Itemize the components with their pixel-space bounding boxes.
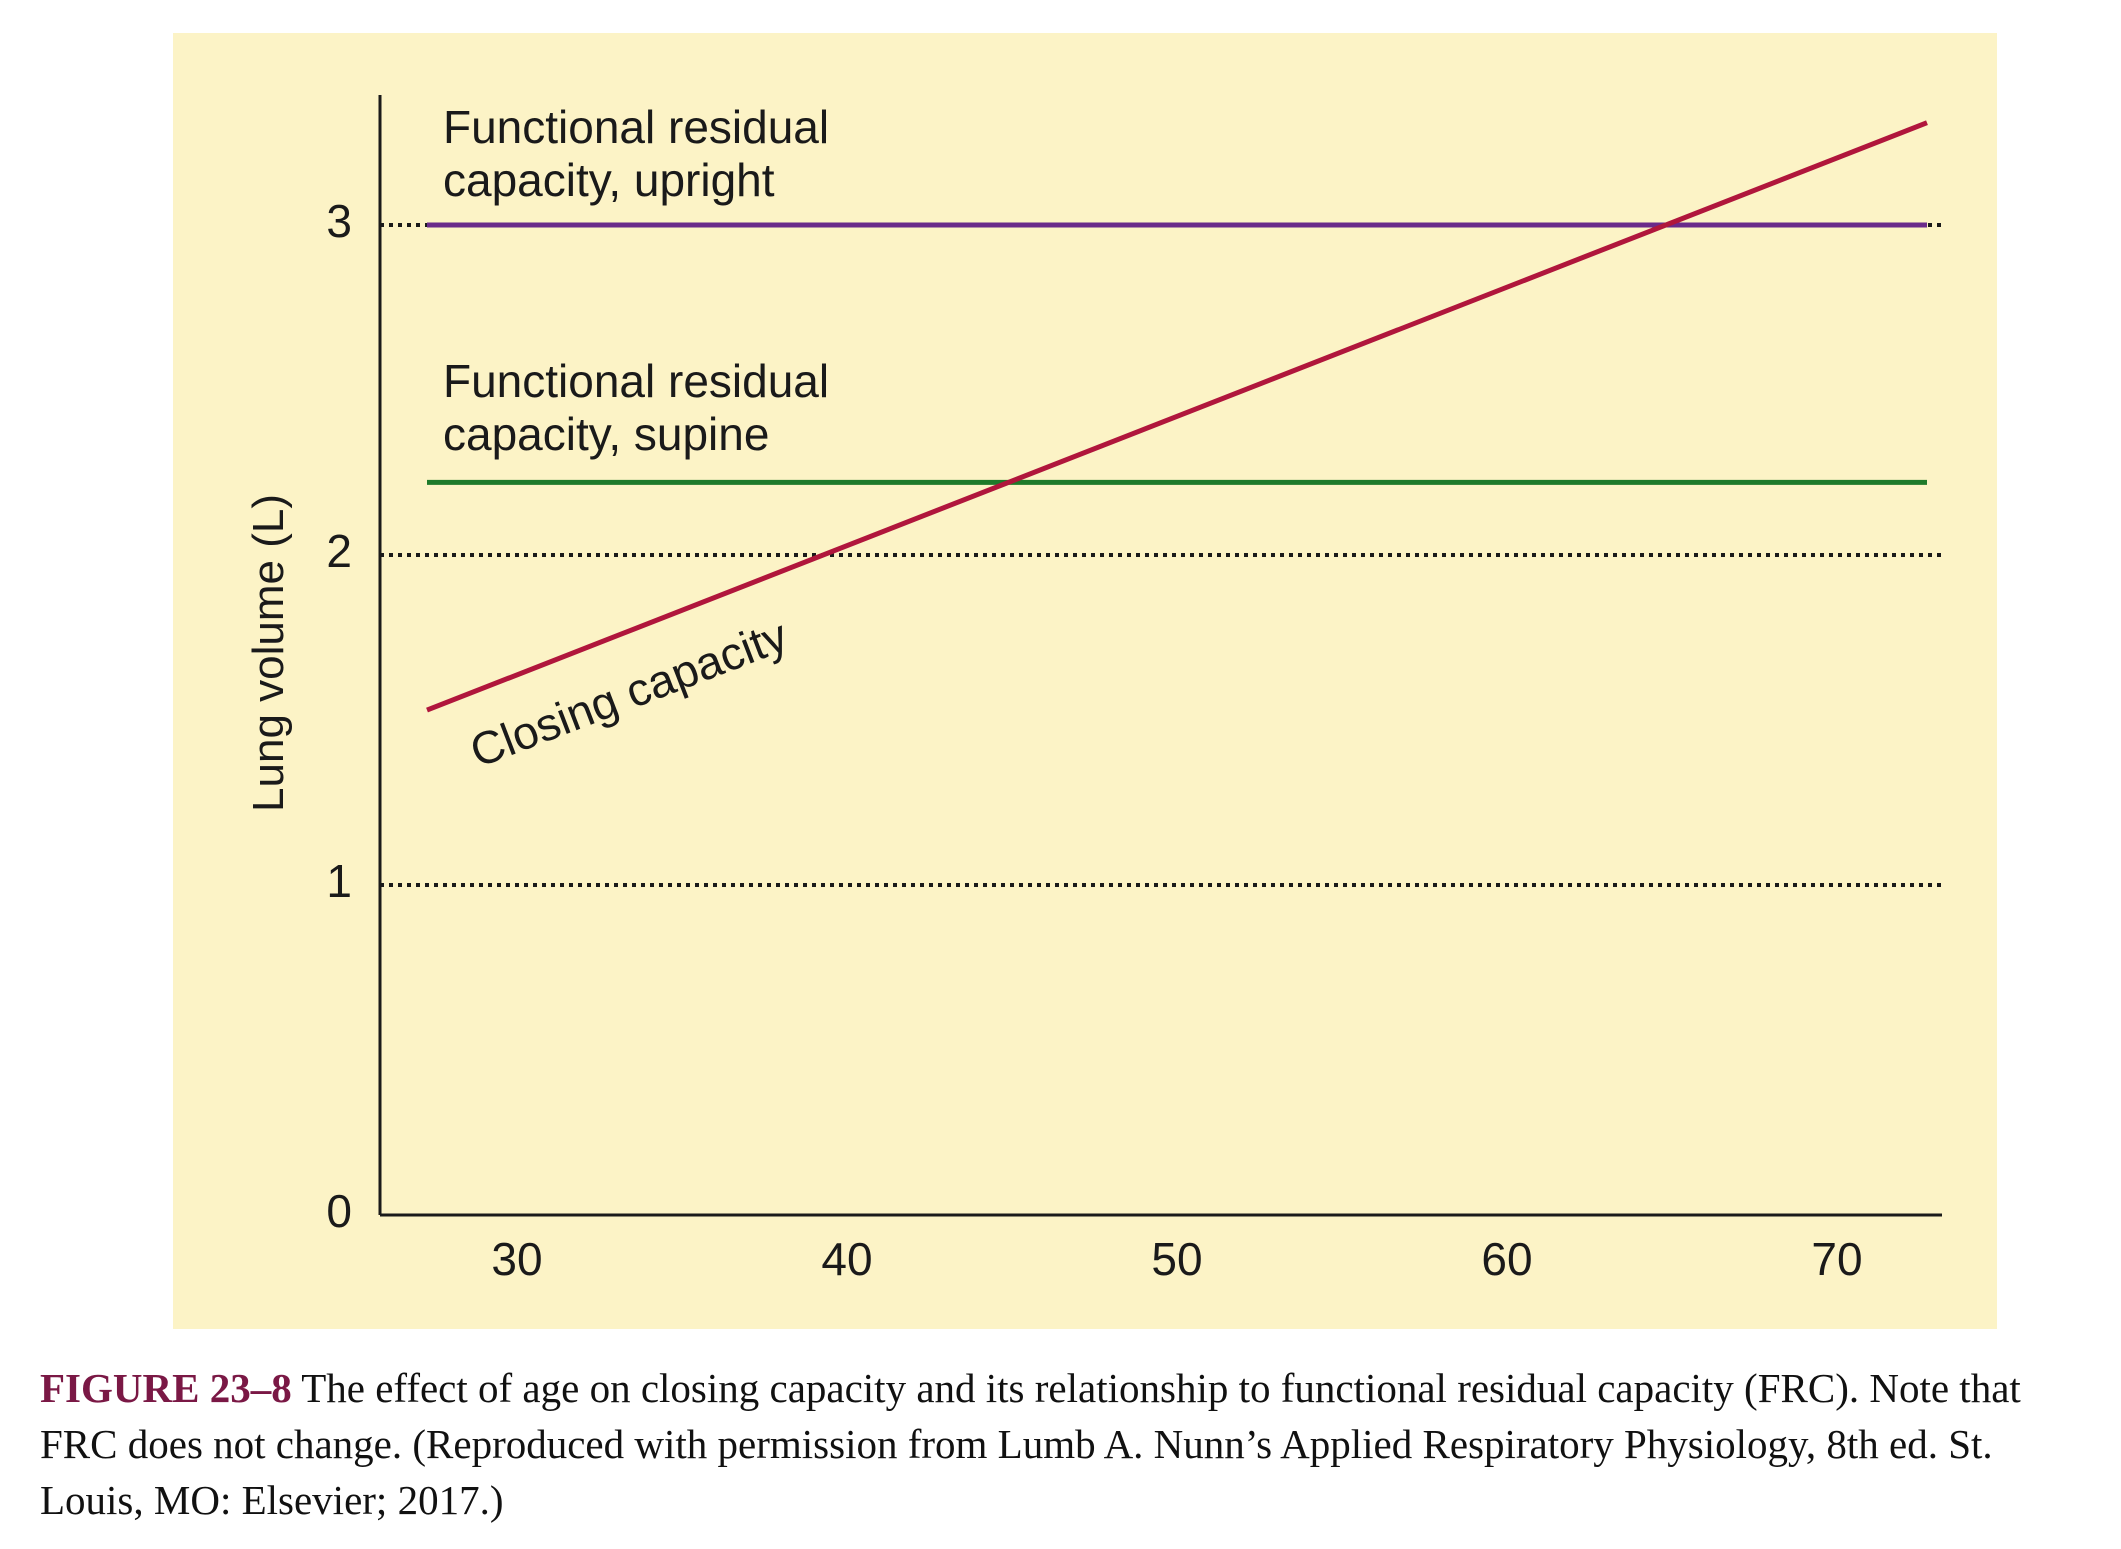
y-axis-title: Lung volume (L) bbox=[244, 494, 293, 812]
y-tick-label-1: 1 bbox=[326, 855, 352, 907]
annotations: Functional residual capacity, upright Fu… bbox=[443, 101, 842, 778]
axes bbox=[378, 95, 1942, 1217]
annotation-frc-upright-line-1: Functional residual bbox=[443, 101, 829, 153]
x-tick-label-40: 40 bbox=[821, 1233, 872, 1285]
x-tick-label-50: 50 bbox=[1151, 1233, 1202, 1285]
annotation-frc-upright-line-2: capacity, upright bbox=[443, 154, 775, 206]
annotation-frc-supine-line-2: capacity, supine bbox=[443, 408, 769, 460]
x-tick-label-70: 70 bbox=[1811, 1233, 1862, 1285]
grid-lines bbox=[380, 223, 1942, 887]
annotation-frc-supine-line-1: Functional residual bbox=[443, 355, 829, 407]
y-tick-label-3: 3 bbox=[326, 195, 352, 247]
figure-caption: FIGURE 23–8 The effect of age on closing… bbox=[40, 1360, 2100, 1528]
line-closing-capacity bbox=[426, 120, 1928, 713]
tick-labels: 0 1 2 3 30 40 50 60 70 bbox=[326, 195, 1862, 1285]
series-lines bbox=[426, 120, 1928, 713]
annotation-frc-supine: Functional residual capacity, supine bbox=[443, 355, 842, 460]
annotation-closing-capacity: Closing capacity bbox=[463, 609, 794, 778]
annotation-frc-upright: Functional residual capacity, upright bbox=[443, 101, 842, 206]
figure-label: FIGURE 23–8 bbox=[40, 1365, 292, 1411]
plot-background bbox=[173, 33, 1997, 1329]
x-tick-label-30: 30 bbox=[491, 1233, 542, 1285]
x-tick-label-60: 60 bbox=[1481, 1233, 1532, 1285]
y-tick-label-2: 2 bbox=[326, 525, 352, 577]
figure-caption-text: The effect of age on closing capacity an… bbox=[40, 1365, 2021, 1523]
y-tick-label-0: 0 bbox=[326, 1185, 352, 1237]
